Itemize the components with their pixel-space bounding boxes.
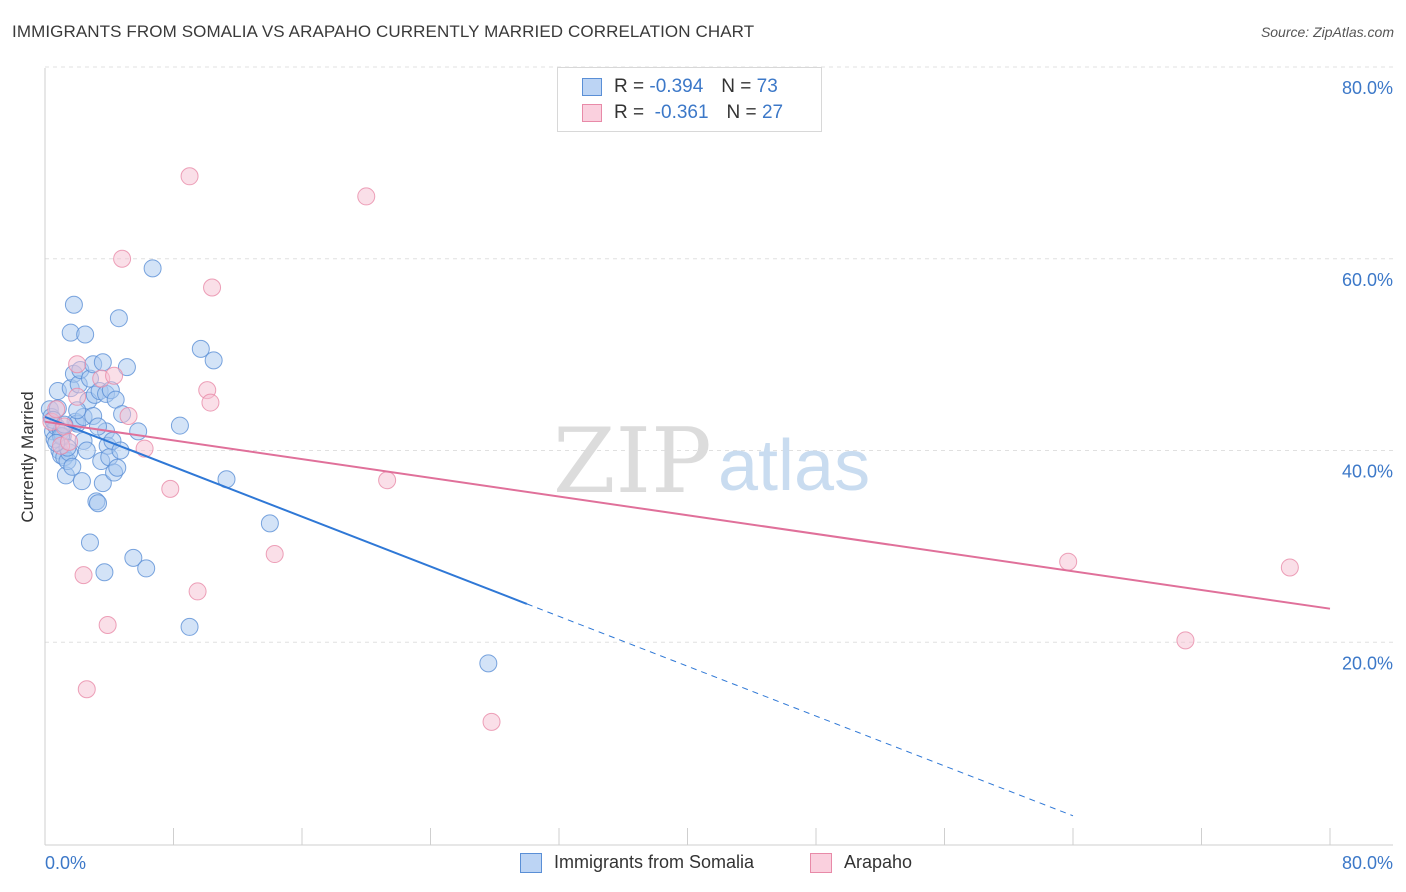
point-arapaho — [60, 432, 79, 451]
point-arapaho — [180, 167, 199, 186]
point-somalia — [109, 309, 128, 328]
watermark-zip: ZIP — [553, 409, 712, 514]
point-arapaho — [201, 393, 220, 412]
point-arapaho — [68, 387, 87, 406]
point-somalia — [89, 494, 108, 513]
legend-n-label: N = — [726, 102, 757, 123]
point-arapaho — [161, 479, 180, 498]
y-tick-label: 80.0% — [1342, 78, 1393, 98]
source-credit: Source: ZipAtlas.com — [1260, 24, 1394, 40]
point-somalia — [95, 563, 114, 582]
point-somalia — [191, 339, 210, 358]
trend-line-arapaho — [44, 420, 1331, 610]
legend-row-arapaho: R = -0.361 N = 27 — [582, 101, 783, 125]
point-somalia — [124, 548, 143, 567]
bottom-legend-swatch-blue — [520, 852, 542, 873]
point-somalia — [77, 441, 96, 460]
bottom-legend-label-arapaho: Arapaho — [844, 852, 913, 872]
point-somalia — [479, 654, 498, 673]
point-somalia — [108, 458, 127, 477]
point-arapaho — [188, 582, 207, 601]
point-somalia — [180, 617, 199, 636]
trend-lines — [44, 416, 1331, 817]
point-arapaho — [357, 187, 376, 206]
correlation-legend: R = -0.394 N = 73 R = -0.361 N = 27 — [557, 67, 822, 132]
x-tick-label-max: 80.0% — [1342, 853, 1393, 873]
bottom-legend-swatch-pink — [810, 852, 832, 873]
legend-r-label: R = — [614, 102, 645, 123]
point-arapaho — [77, 680, 96, 699]
y-tick-label: 40.0% — [1342, 462, 1393, 482]
x-tick-label-min: 0.0% — [45, 853, 86, 873]
legend-r-value-somalia: -0.394 — [649, 76, 704, 97]
series-somalia-points — [40, 259, 498, 673]
bottom-legend-label-somalia: Immigrants from Somalia — [554, 852, 755, 872]
point-somalia — [93, 474, 112, 493]
series-arapaho-points — [42, 167, 1299, 731]
point-arapaho — [47, 400, 66, 419]
point-somalia — [89, 417, 108, 436]
point-arapaho — [135, 439, 154, 458]
point-arapaho — [265, 545, 284, 564]
bottom-legend-somalia: Immigrants from Somalia — [520, 852, 754, 873]
point-somalia — [143, 259, 162, 278]
legend-swatch-pink — [582, 104, 602, 122]
point-somalia — [72, 472, 91, 491]
axes — [44, 68, 1393, 846]
y-tick-label: 60.0% — [1342, 270, 1393, 290]
point-arapaho — [1280, 558, 1299, 577]
legend-r-label: R = — [614, 76, 645, 97]
point-arapaho — [482, 712, 501, 731]
legend-swatch-blue — [582, 78, 602, 96]
chart-title: IMMIGRANTS FROM SOMALIA VS ARAPAHO CURRE… — [12, 22, 755, 41]
legend-n-value-somalia: 73 — [756, 76, 778, 97]
point-arapaho — [203, 278, 222, 297]
point-somalia — [129, 422, 148, 441]
point-arapaho — [119, 406, 138, 425]
point-somalia — [64, 295, 83, 314]
watermark-atlas: atlas — [718, 426, 870, 506]
point-arapaho — [68, 355, 87, 374]
point-arapaho — [98, 615, 117, 634]
point-arapaho — [378, 471, 397, 490]
point-somalia — [204, 351, 223, 370]
point-somalia — [137, 559, 156, 578]
legend-n-label: N = — [721, 76, 752, 97]
point-somalia — [260, 514, 279, 533]
point-somalia — [63, 457, 82, 476]
y-tick-label: 20.0% — [1342, 653, 1393, 673]
point-arapaho — [74, 566, 93, 585]
point-somalia — [93, 353, 112, 372]
legend-n-value-arapaho: 27 — [761, 102, 784, 123]
point-arapaho — [1176, 631, 1195, 650]
point-arapaho — [1059, 552, 1078, 571]
point-somalia — [76, 325, 95, 344]
point-somalia — [80, 533, 99, 552]
point-somalia — [117, 358, 136, 377]
point-somalia — [170, 416, 189, 435]
legend-r-value-arapaho: -0.361 — [654, 102, 709, 123]
tick-labels: 20.0% 40.0% 60.0% 80.0% 0.0% 80.0% — [45, 78, 1393, 873]
point-arapaho — [113, 249, 132, 268]
gridlines — [45, 66, 1393, 643]
bottom-legend-arapaho: Arapaho — [810, 852, 912, 873]
trend-line-somalia — [44, 416, 528, 605]
legend-row-somalia: R = -0.394 N = 73 — [582, 75, 778, 99]
y-axis-label: Currently Married — [18, 391, 37, 522]
trend-line-somalia-extension — [526, 603, 1074, 817]
point-arapaho — [105, 366, 124, 385]
